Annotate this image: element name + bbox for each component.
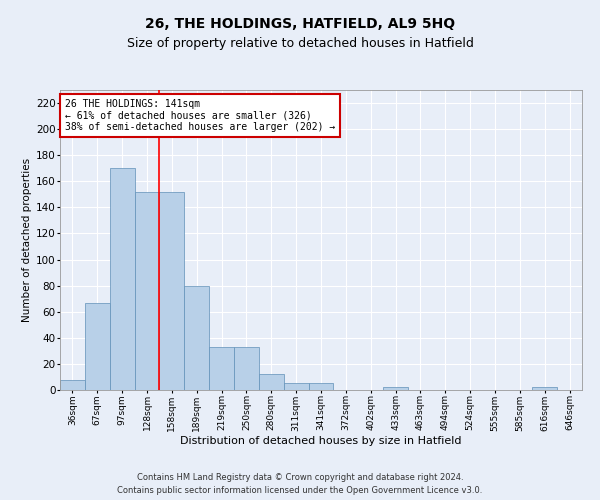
X-axis label: Distribution of detached houses by size in Hatfield: Distribution of detached houses by size …	[180, 436, 462, 446]
Text: Size of property relative to detached houses in Hatfield: Size of property relative to detached ho…	[127, 38, 473, 51]
Bar	[234, 347, 259, 390]
Bar	[532, 388, 557, 390]
Bar	[308, 384, 334, 390]
Bar	[259, 374, 284, 390]
Bar	[209, 347, 234, 390]
Bar	[85, 302, 110, 390]
Text: 26, THE HOLDINGS, HATFIELD, AL9 5HQ: 26, THE HOLDINGS, HATFIELD, AL9 5HQ	[145, 18, 455, 32]
Bar	[184, 286, 209, 390]
Bar	[160, 192, 184, 390]
Y-axis label: Number of detached properties: Number of detached properties	[22, 158, 32, 322]
Bar	[284, 384, 308, 390]
Text: 26 THE HOLDINGS: 141sqm
← 61% of detached houses are smaller (326)
38% of semi-d: 26 THE HOLDINGS: 141sqm ← 61% of detache…	[65, 99, 335, 132]
Bar	[110, 168, 134, 390]
Bar	[383, 388, 408, 390]
Bar	[134, 192, 160, 390]
Bar	[60, 380, 85, 390]
Text: Contains public sector information licensed under the Open Government Licence v3: Contains public sector information licen…	[118, 486, 482, 495]
Text: Contains HM Land Registry data © Crown copyright and database right 2024.: Contains HM Land Registry data © Crown c…	[137, 472, 463, 482]
